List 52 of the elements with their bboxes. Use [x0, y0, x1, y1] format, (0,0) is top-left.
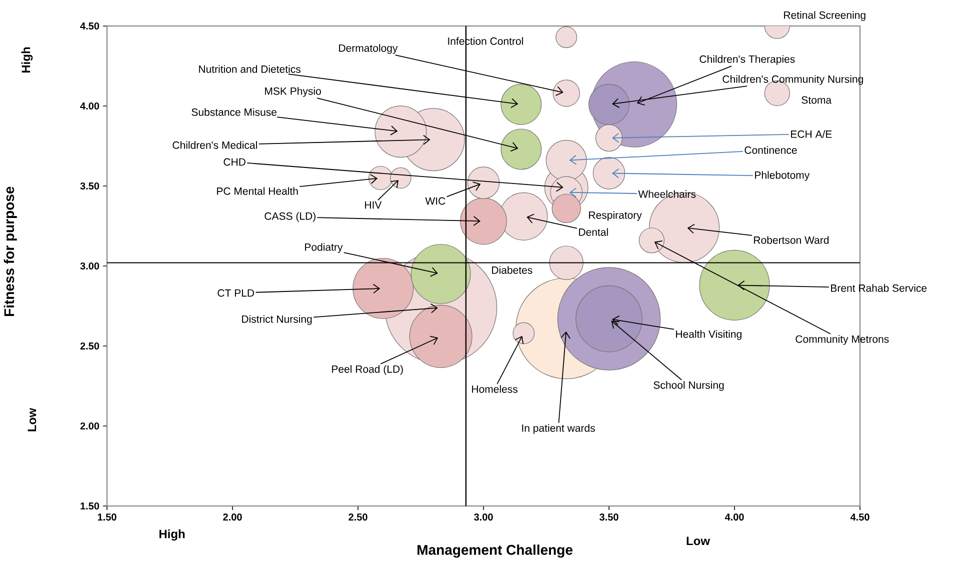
- annotation: Homeless: [472, 385, 518, 393]
- annotation: District Nursing: [242, 315, 312, 325]
- y-tick-label: 4.50: [80, 22, 100, 30]
- annotation: Peel Road (LD): [332, 365, 403, 375]
- annotation: CT PLD: [218, 289, 254, 297]
- annotation: MSK Physio: [265, 87, 321, 97]
- annotation: PC Mental Health: [217, 187, 298, 195]
- annotation: Stoma: [802, 96, 832, 104]
- text: High: [159, 529, 185, 541]
- text: Low: [28, 408, 36, 432]
- x-tick-label: 4.00: [724, 514, 744, 521]
- annotation: Health Visiting: [676, 330, 742, 340]
- x-tick-label: 2.00: [223, 514, 242, 521]
- annotation: In patient wards: [522, 424, 595, 434]
- y-axis-title: Fitness for purpose: [4, 186, 17, 316]
- annotation: Brent Rahab Service: [831, 284, 927, 292]
- x-tick-label: 3.50: [600, 514, 618, 521]
- annotation: CHD: [224, 158, 246, 166]
- annotation: HIV: [365, 201, 382, 209]
- annotation: Robertson Ward: [754, 236, 829, 244]
- y-tick-label: 3.00: [80, 262, 100, 270]
- text: Low: [686, 536, 710, 546]
- annotation: Children's Medical: [172, 141, 257, 149]
- y-tick-label: 3.50: [80, 182, 100, 190]
- annotation: Nutrition and Dietetics: [199, 65, 301, 73]
- annotation: CASS (LD): [264, 212, 316, 222]
- x-tick-label: 3.00: [474, 514, 493, 521]
- y-tick-label: 4.00: [80, 102, 100, 110]
- annotation: Dental: [579, 228, 608, 236]
- x-tick-label: 1.50: [98, 514, 116, 521]
- annotation: Children's Therapies: [700, 55, 795, 65]
- y-tick-label: 2.00: [80, 422, 100, 430]
- text: High: [21, 47, 33, 73]
- annotation: Continence: [744, 146, 797, 154]
- annotation: Diabetes: [492, 266, 532, 274]
- y-tick-label: 2.50: [80, 342, 100, 350]
- annotation: ECH A/E: [791, 130, 832, 138]
- annotation: Community Metrons: [796, 335, 889, 345]
- x-tick-label: 2.50: [348, 514, 368, 521]
- annotation: Substance Misuse: [192, 108, 277, 116]
- x-axis-title: Management Challenge: [418, 544, 572, 558]
- y-tick-label: 1.50: [80, 502, 100, 510]
- annotation: WIC: [425, 197, 446, 205]
- text: Retinal Screening: [784, 11, 866, 21]
- annotation: School Nursing: [654, 381, 724, 391]
- annotation: Children's Community Nursing: [722, 75, 863, 85]
- annotation: Phlebotomy: [755, 171, 810, 181]
- annotation: Respiratory: [589, 211, 642, 221]
- x-tick-label: 4.50: [850, 514, 870, 521]
- annotation: Podiatry: [305, 243, 343, 253]
- annotation: Wheelchairs: [638, 190, 696, 198]
- annotation: Dermatology: [339, 44, 398, 54]
